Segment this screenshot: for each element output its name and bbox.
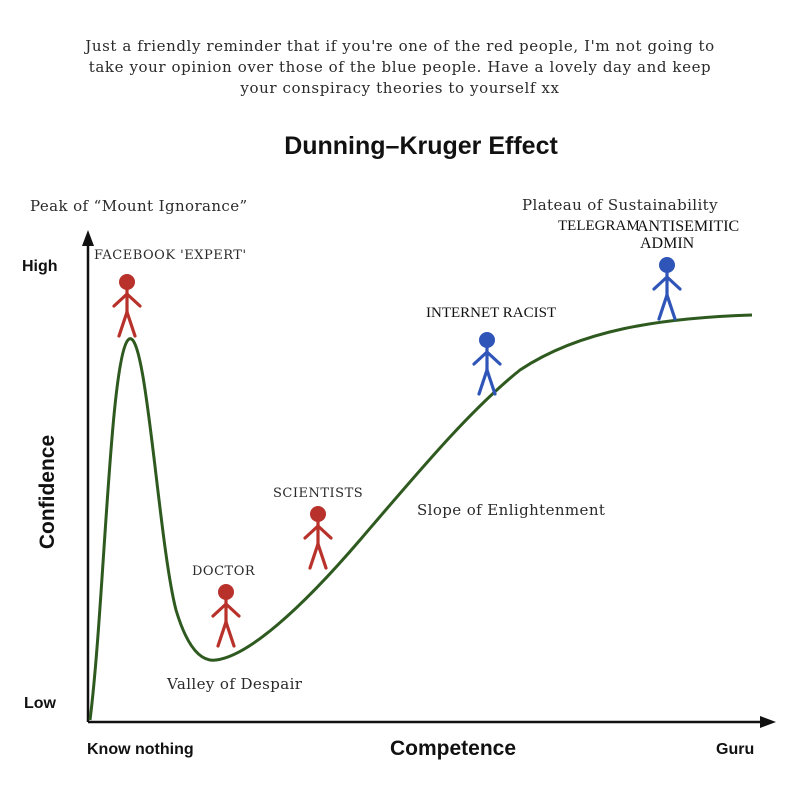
figure-internet-racist <box>472 332 502 396</box>
figure-label-internet-racist: INTERNET RACIST <box>426 305 557 321</box>
x-axis-arrow <box>760 716 776 728</box>
overlay-label-line1: ANTISEMITIC <box>637 218 740 235</box>
caption-line-1: Just a friendly reminder that if you're … <box>85 37 715 55</box>
y-axis-high-label: High <box>22 258 58 275</box>
stage-label-plateau: Plateau of Sustainability <box>522 196 718 214</box>
overlay-label-line2: ADMIN <box>640 235 695 252</box>
caption-line-3: your conspiracy theories to yourself xx <box>240 79 560 97</box>
x-axis-start-label: Know nothing <box>87 741 194 758</box>
figure-label-doctor: DOCTOR <box>192 564 256 579</box>
y-axis-title: Confidence <box>36 434 60 550</box>
y-axis-low-label: Low <box>24 695 56 712</box>
caption: Just a friendly reminder that if you're … <box>20 36 780 99</box>
confidence-curve <box>88 313 753 721</box>
figure-label-telegram: TELEGRAM <box>558 218 640 234</box>
stage-label-slope: Slope of Enlightenment <box>417 501 606 519</box>
x-axis-title: Competence <box>390 737 517 760</box>
figure-doctor <box>211 584 241 648</box>
figure-telegram-admin <box>652 257 682 321</box>
figure-label-scientists: SCIENTISTS <box>273 486 364 501</box>
caption-line-2: take your opinion over those of the blue… <box>88 58 712 76</box>
stage-label-valley: Valley of Despair <box>167 675 303 693</box>
diagram-title: Dunning–Kruger Effect <box>284 132 558 160</box>
stage-label-peak: Peak of “Mount Ignorance” <box>30 197 248 215</box>
figure-label-facebook-expert: FACEBOOK 'EXPERT' <box>94 248 247 263</box>
figure-facebook-expert <box>112 274 142 338</box>
figure-scientists <box>303 506 333 570</box>
x-axis-end-label: Guru <box>716 741 755 758</box>
y-axis-arrow <box>82 230 94 246</box>
